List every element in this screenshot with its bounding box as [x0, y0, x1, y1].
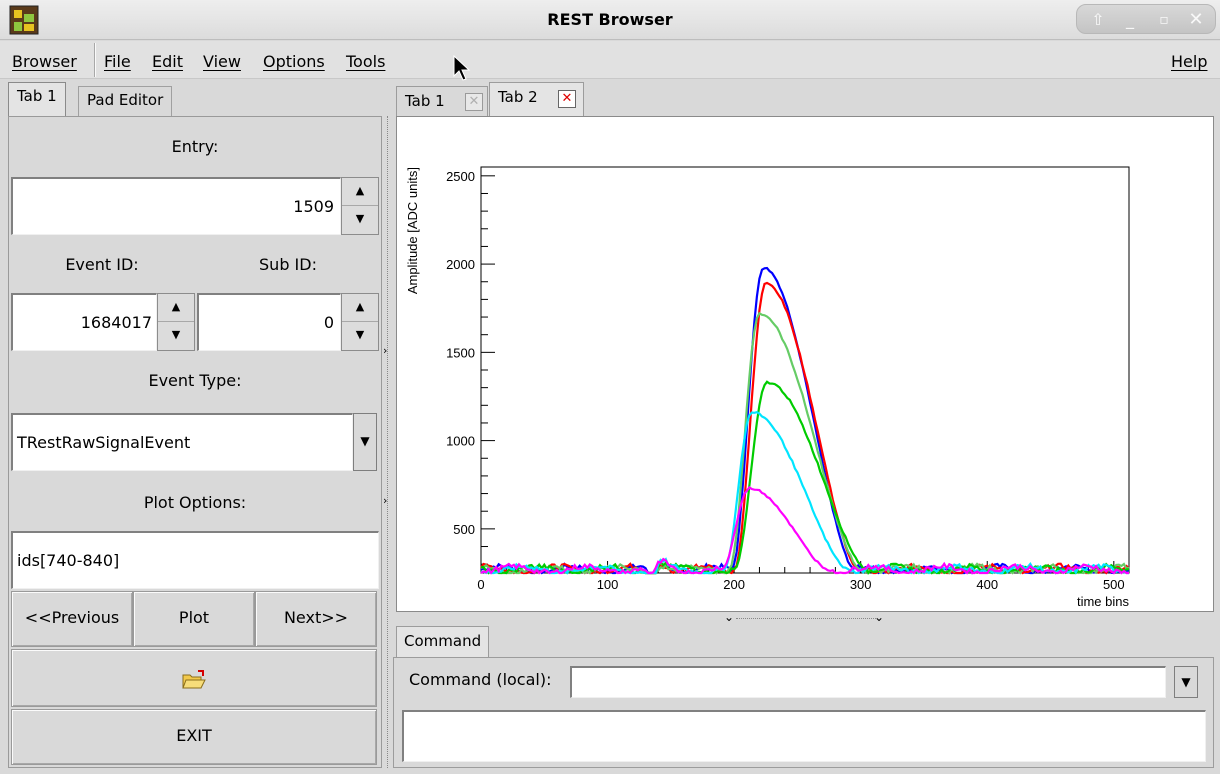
restore-icon[interactable]: ⇧ [1091, 10, 1105, 29]
event-id-down-icon[interactable]: ▼ [171, 328, 181, 341]
vertical-splitter[interactable]: › › [383, 116, 393, 768]
signal-series-line [480, 281, 1130, 575]
event-type-dropdown-icon[interactable]: ▼ [353, 413, 377, 471]
event-id-stepper[interactable]: ▲ ▼ [157, 293, 195, 351]
plot-options-label: Plot Options: [143, 493, 247, 512]
entry-stepper[interactable]: ▲ ▼ [341, 177, 379, 235]
sub-id-down-icon[interactable]: ▼ [355, 328, 365, 341]
x-tick-label: 300 [850, 577, 872, 592]
menu-file[interactable]: File [104, 52, 131, 71]
x-tick-label: 0 [477, 577, 484, 592]
event-type-label: Event Type: [148, 371, 242, 390]
exit-button[interactable]: EXIT [11, 709, 377, 765]
signal-series-line [480, 486, 1129, 575]
sub-id-label: Sub ID: [259, 255, 317, 274]
menu-separator [94, 43, 96, 77]
tab-2-right[interactable]: Tab 2 ✕ [489, 82, 584, 117]
x-tick-label: 200 [723, 577, 745, 592]
splitter-arrow-icon: › [383, 344, 388, 357]
tab-1-right-label: Tab 1 [405, 92, 445, 110]
next-button[interactable]: Next>> [255, 591, 377, 647]
plot-options-value: ids[740-840] [17, 551, 120, 570]
event-id-value: 1684017 [80, 313, 152, 332]
y-tick-label: 500 [453, 522, 475, 537]
window-controls: ⇧ _ ▫ ✕ [1076, 4, 1216, 34]
menu-browser[interactable]: Browser [12, 52, 77, 71]
command-local-label: Command (local): [409, 670, 552, 689]
folder-open-icon [182, 670, 206, 689]
y-axis-title: Amplitude [ADC units] [405, 167, 420, 294]
plot-canvas[interactable]: 0 100 200 300 400 500 500 1000 1500 2000 2500 time … [396, 116, 1214, 612]
command-dropdown-icon[interactable]: ▼ [1174, 666, 1198, 698]
tab-1-right[interactable]: Tab 1 ✕ [396, 86, 488, 116]
plot-button[interactable]: Plot [133, 591, 255, 647]
splitter-down-icon: ⌄ [874, 610, 885, 624]
y-tick-label: 2000 [446, 257, 475, 272]
x-tick-label: 100 [597, 577, 619, 592]
minimize-icon[interactable]: _ [1126, 10, 1134, 29]
splitter-down-icon: ⌄ [724, 610, 735, 624]
event-type-value: TRestRawSignalEvent [17, 433, 191, 452]
tab-command[interactable]: Command [396, 626, 490, 658]
menu-edit[interactable]: Edit [152, 52, 183, 71]
y-tick-label: 2500 [446, 169, 475, 184]
open-file-button[interactable] [11, 649, 377, 707]
event-browser-panel: Entry: 1509 ▲ ▼ Event ID: Sub ID: 168401… [8, 116, 382, 768]
mouse-cursor-icon [453, 54, 471, 81]
plot-frame [480, 166, 1130, 574]
splitter-arrow-icon: › [383, 494, 388, 507]
menu-tools[interactable]: Tools [346, 52, 386, 71]
entry-value: 1509 [293, 197, 334, 216]
rest-app-icon [9, 5, 39, 35]
menu-help[interactable]: Help [1171, 52, 1208, 71]
signal-series-line [480, 411, 1129, 575]
previous-button[interactable]: <<Previous [11, 591, 133, 647]
y-tick-label: 1000 [446, 434, 475, 449]
event-id-label: Event ID: [65, 255, 139, 274]
event-id-field[interactable]: 1684017 [11, 293, 157, 351]
x-tick-label: 400 [976, 577, 998, 592]
entry-up-icon[interactable]: ▲ [342, 178, 378, 206]
event-id-up-icon[interactable]: ▲ [158, 294, 194, 322]
menu-options[interactable]: Options [263, 52, 325, 71]
tab-pad-editor[interactable]: Pad Editor [78, 86, 173, 116]
maximize-icon[interactable]: ▫ [1159, 12, 1169, 28]
event-type-select[interactable]: TRestRawSignalEvent [11, 413, 353, 471]
plot-options-input[interactable]: ids[740-840] [11, 531, 379, 589]
tab-1-close-icon[interactable]: ✕ [465, 93, 483, 111]
tab-1-left[interactable]: Tab 1 [8, 82, 66, 117]
menu-view[interactable]: View [203, 52, 241, 71]
horizontal-splitter[interactable]: ⌄ ⌄ [396, 610, 1214, 626]
signal-series-line [480, 311, 1130, 575]
title-bar [0, 0, 1220, 40]
command-output [402, 710, 1206, 762]
command-input[interactable] [570, 666, 1166, 698]
x-tick-label: 500 [1103, 577, 1125, 592]
signal-plot: 0 100 200 300 400 500 500 1000 1500 2000 2500 time … [405, 166, 1130, 609]
x-axis-title: time bins [1077, 594, 1130, 609]
sub-id-stepper[interactable]: ▲ ▼ [341, 293, 379, 351]
entry-label: Entry: [171, 137, 219, 156]
window-title: REST Browser [547, 10, 673, 29]
command-panel: Command (local): ▼ [393, 657, 1214, 768]
sub-id-field[interactable]: 0 [197, 293, 341, 351]
entry-field[interactable]: 1509 [11, 177, 341, 235]
signal-series-line [480, 266, 1130, 575]
sub-id-value: 0 [323, 313, 334, 332]
sub-id-up-icon[interactable]: ▲ [342, 294, 378, 322]
close-icon[interactable]: ✕ [1188, 9, 1204, 30]
y-tick-label: 1500 [446, 345, 475, 360]
tab-2-right-label: Tab 2 [498, 88, 538, 106]
tab-2-close-icon[interactable]: ✕ [558, 90, 576, 108]
menu-bar [0, 41, 1220, 79]
entry-down-icon[interactable]: ▼ [355, 212, 365, 225]
